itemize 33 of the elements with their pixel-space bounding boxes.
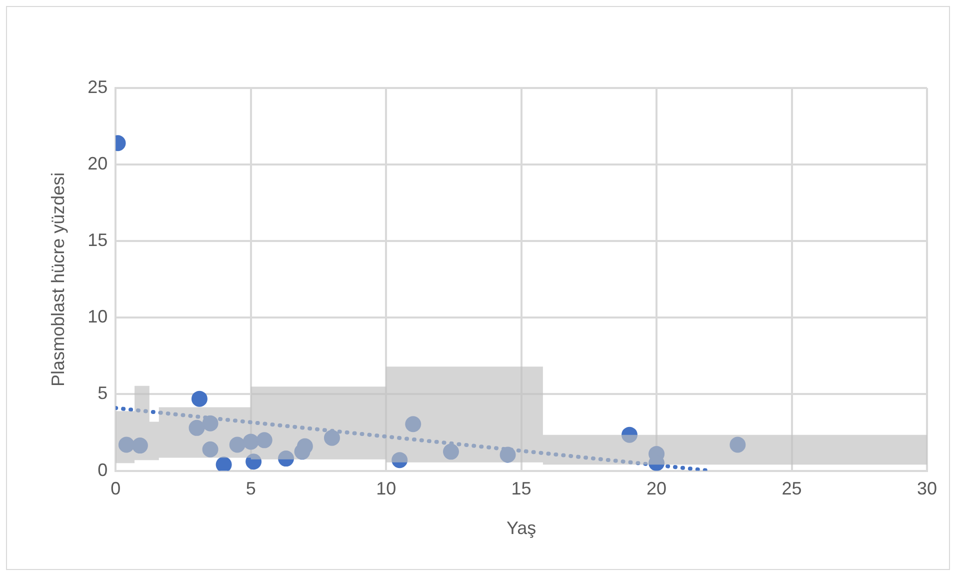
point <box>730 436 746 453</box>
y-tick-label: 0 <box>98 460 108 480</box>
point <box>405 416 422 432</box>
x-axis-title: Yaş <box>506 518 536 538</box>
point <box>191 390 208 407</box>
x-tick-label: 30 <box>916 478 938 499</box>
y-tick-label: 5 <box>98 383 108 404</box>
point <box>242 434 259 450</box>
point <box>246 454 262 470</box>
point <box>296 438 313 454</box>
point <box>621 426 638 443</box>
y-tick-label: 20 <box>88 154 108 174</box>
x-tick-label: 25 <box>782 478 802 499</box>
y-tick-label: 10 <box>88 306 108 327</box>
point <box>202 441 218 458</box>
y-tick-label: 15 <box>88 230 108 250</box>
point <box>278 450 294 467</box>
x-tick-label: 0 <box>110 478 121 499</box>
point <box>188 420 205 436</box>
point <box>256 432 272 448</box>
point <box>229 436 246 453</box>
x-tick-label: 15 <box>511 478 532 499</box>
point <box>442 444 459 460</box>
point <box>216 456 232 471</box>
point <box>118 436 134 453</box>
x-tick-label: 20 <box>646 478 667 499</box>
y-tick-label: 25 <box>88 76 108 97</box>
y-axis-title: Plasmoblast hücre yüzdesi <box>48 172 68 386</box>
point <box>392 452 408 468</box>
point <box>132 438 148 454</box>
x-tick-label: 10 <box>376 478 396 499</box>
point <box>324 430 340 446</box>
x-tick-label: 5 <box>246 478 256 499</box>
